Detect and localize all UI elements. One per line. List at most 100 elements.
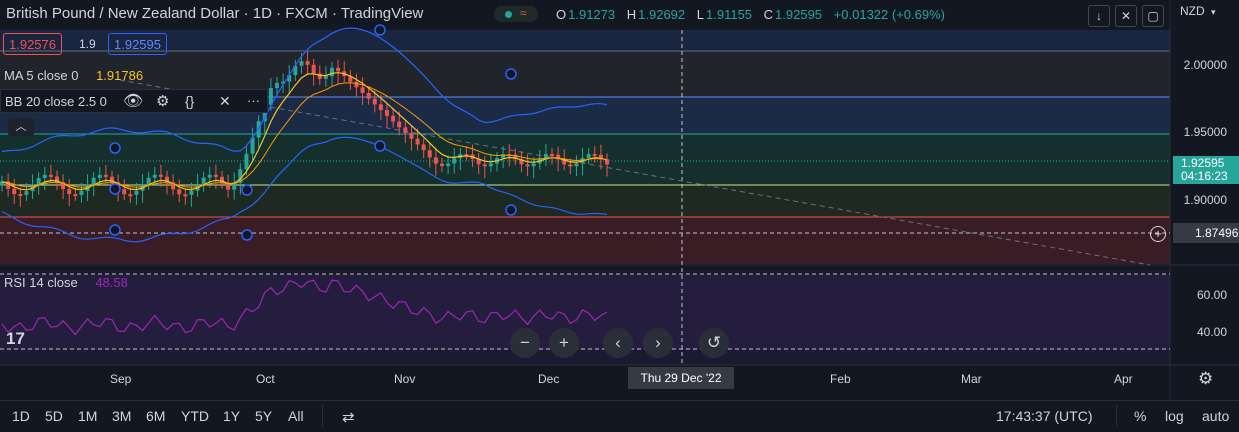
eye-icon[interactable]: 👁 (123, 93, 144, 110)
maximize-icon[interactable]: ▢ (1142, 5, 1164, 27)
candle-body (146, 177, 151, 185)
date-range-icon[interactable]: ⇄ (342, 409, 355, 426)
candle-body (605, 159, 609, 165)
auto-scale-toggle[interactable]: auto (1202, 408, 1230, 424)
price-tick: 2.00000 (1183, 58, 1227, 72)
low-value: 1.91155 (706, 7, 753, 22)
settings-icon[interactable]: ⚙ (156, 93, 170, 110)
candle-body (281, 81, 286, 84)
candle-body (501, 154, 506, 159)
ma-legend[interactable]: MA 5 close 0 1.91786 (4, 68, 143, 83)
percent-toggle[interactable]: % (1134, 408, 1147, 424)
pivot-marker (505, 204, 517, 216)
timeframe-button[interactable]: 1D (12, 408, 30, 424)
bb-upper-line (1, 27, 608, 153)
candle-body (354, 81, 359, 88)
candle-body (464, 154, 469, 157)
toolbar-divider (1116, 405, 1117, 427)
candle-body (213, 174, 218, 177)
current-price-label: 1.92595 04:16:23 (1173, 156, 1239, 184)
candle-body (311, 64, 316, 74)
timeframe-button[interactable]: 3M (112, 408, 132, 424)
chevron-down-icon: ▾ (1211, 7, 1216, 17)
spread-value: 1.9 (79, 37, 96, 51)
timeframe-button[interactable]: 6M (146, 408, 166, 424)
time-tick: Feb (830, 372, 851, 386)
trend-line (119, 79, 1151, 266)
candle-body (207, 174, 212, 178)
candle-body (128, 194, 133, 197)
rsi-legend[interactable]: RSI 14 close 48.58 (4, 275, 128, 290)
candle-body (513, 154, 518, 160)
timeframe-button[interactable]: YTD (181, 408, 209, 424)
bar-countdown: 04:16:23 (1181, 169, 1228, 183)
candle-body (525, 164, 530, 167)
candle-body (550, 154, 554, 157)
zoom-out-button[interactable]: − (510, 328, 540, 358)
candle-body (18, 194, 23, 197)
scroll-left-button[interactable]: ‹ (603, 328, 633, 358)
rsi-tick: 60.00 (1196, 288, 1227, 302)
candle-body (446, 163, 451, 167)
timeframe-button[interactable]: 5Y (255, 408, 273, 424)
chevron-up-icon: ︿ (15, 121, 27, 133)
reset-chart-button[interactable]: ↺ (699, 328, 729, 358)
more-icon[interactable]: ··· (247, 93, 260, 108)
reset-icon: ↺ (706, 333, 722, 352)
scroll-right-button[interactable]: › (643, 328, 673, 358)
time-tick: Sep (110, 372, 132, 386)
add-alert-icon[interactable]: + (1150, 226, 1166, 242)
timeframe-button[interactable]: All (288, 408, 304, 424)
chart-settings-icon[interactable]: ⚙ (1198, 369, 1214, 388)
candle-body (268, 88, 273, 105)
currency-selector[interactable]: NZD ▾ (1180, 4, 1216, 18)
high-value: 1.92692 (638, 7, 686, 22)
candle-body (440, 163, 444, 167)
candle-body (476, 159, 481, 165)
sell-button[interactable]: 1.92576 (3, 33, 62, 55)
candle-body (244, 153, 249, 170)
candle-body (391, 115, 396, 122)
close-value: 1.92595 (775, 7, 823, 22)
candle-body (568, 164, 573, 167)
log-toggle[interactable]: log (1165, 408, 1184, 424)
pivot-marker (241, 229, 253, 241)
candle-body (110, 176, 114, 183)
candle-body (73, 194, 78, 197)
timeframe-button[interactable]: 1Y (223, 408, 241, 424)
candle-body (177, 189, 182, 195)
candle-body (415, 138, 420, 145)
candle-body (165, 176, 169, 183)
buy-button[interactable]: 1.92595 (108, 33, 167, 55)
candle-body (238, 169, 243, 183)
candle-body (531, 163, 536, 167)
timeframe-button[interactable]: 5D (45, 408, 63, 424)
arrow-down-icon[interactable]: ↓ (1088, 5, 1110, 27)
candle-body (433, 157, 438, 164)
ohlc-legend: O 1.91273 H 1.92692 L 1.91155 C 1.92595 +0.0… (556, 7, 953, 22)
close-icon[interactable]: ✕ (219, 93, 231, 109)
ma-label: MA 5 close 0 (4, 68, 79, 83)
candle-body (220, 176, 224, 183)
candle-body (336, 67, 341, 72)
candle-body (562, 159, 567, 165)
candle-body (409, 133, 414, 139)
candle-body (152, 174, 157, 178)
chevron-left-icon: ‹ (615, 333, 621, 352)
bb-legend[interactable]: BB 20 close 2.5 0 👁 ⚙ {} ✕ ··· (0, 89, 268, 113)
candle-body (378, 104, 383, 111)
timeframe-button[interactable]: 1M (78, 408, 98, 424)
candle-body (48, 174, 53, 177)
source-code-icon[interactable]: {} (185, 93, 195, 109)
tradingview-logo-icon[interactable]: 17 (6, 329, 25, 348)
symbol-title[interactable]: British Pound / New Zealand Dollar · 1D … (6, 5, 424, 22)
open-value: 1.91273 (568, 7, 616, 22)
utc-clock[interactable]: 17:43:37 (UTC) (996, 408, 1093, 424)
zoom-in-button[interactable]: + (549, 328, 579, 358)
collapse-legend-button[interactable]: ︿ (8, 118, 34, 136)
candle-body (574, 163, 579, 167)
market-status-indicator[interactable]: ≈ (494, 6, 538, 22)
bottom-toolbar: 1D 5D 1M 3M 6M YTD 1Y 5Y All ⇄ 17:43:37 … (0, 400, 1239, 432)
collapse-icon[interactable]: ✕ (1115, 5, 1137, 27)
